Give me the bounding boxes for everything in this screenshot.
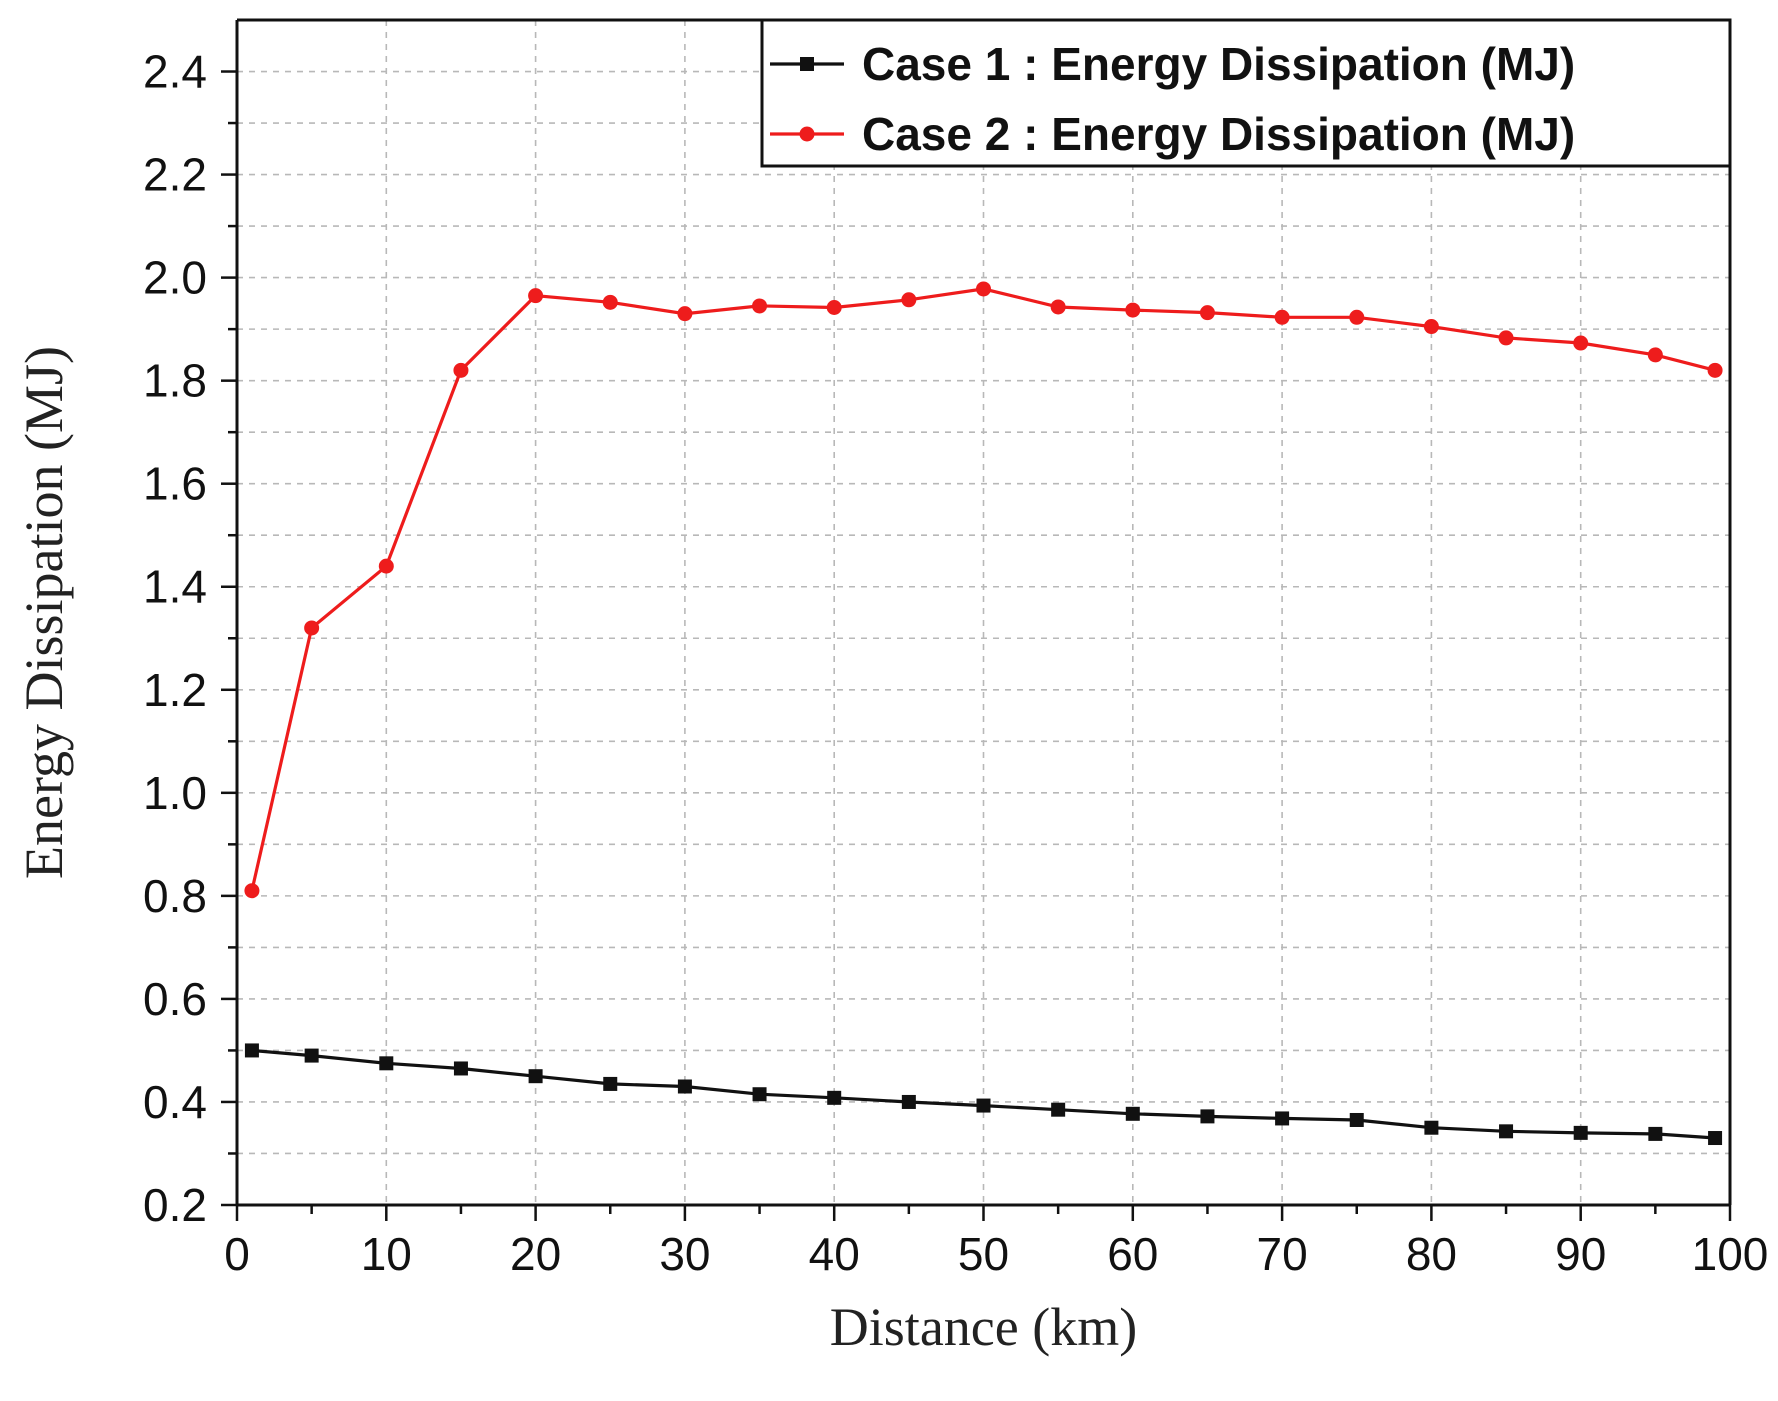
series-2-point [1498,330,1514,346]
legend: Case 1 : Energy Dissipation (MJ) Case 2 … [760,18,1732,168]
grid [237,19,1730,1205]
series-2-point [1573,335,1589,351]
series-2-point [602,294,618,310]
series-1-point [1708,1131,1723,1146]
series-1-point [1275,1111,1290,1126]
y-tick-label: 0.6 [143,973,207,1025]
x-tick-label: 0 [224,1228,250,1280]
series-2-point [752,298,768,314]
x-tick-label: 40 [809,1228,860,1280]
series-1-point [1573,1125,1588,1140]
series-1-point [1200,1109,1215,1124]
series-1-point [1499,1124,1514,1139]
x-tick-label: 70 [1257,1228,1308,1280]
series-2-point [1349,309,1365,325]
series-2-point [304,620,320,636]
series-1-point [1051,1102,1066,1117]
y-tick-label: 0.4 [143,1076,207,1128]
series-1-point [603,1076,618,1091]
x-tick-label: 100 [1692,1228,1769,1280]
x-axis-title: Distance (km) [830,1297,1137,1357]
y-tick-label: 2.2 [143,149,207,201]
y-tick-label: 1.4 [143,561,207,613]
x-tick-label: 80 [1406,1228,1457,1280]
series-1 [244,1043,1723,1146]
series-1-point [453,1061,468,1076]
series-2-point [528,288,544,304]
y-tick-label: 1.8 [143,355,207,407]
series-2-point [1274,309,1290,325]
series-1-point [1648,1126,1663,1141]
series-1-point [827,1090,842,1105]
legend-label-case2: Case 2 : Energy Dissipation (MJ) [862,108,1575,160]
x-tick-label: 60 [1107,1228,1158,1280]
series-2-point [1125,302,1141,318]
x-tick-label: 50 [958,1228,1009,1280]
series-1-point [379,1056,394,1071]
series-1-point [304,1048,319,1063]
x-tick-label: 20 [510,1228,561,1280]
series-2-point [826,299,842,315]
series-1-point [976,1098,991,1113]
legend-marker-case2 [799,126,815,142]
y-tick-label: 1.2 [143,664,207,716]
series-2-point [1050,299,1066,315]
series-2-point [1423,319,1439,335]
series-2 [244,281,1723,899]
legend-marker-case1 [800,57,814,71]
series-1-point [1349,1112,1364,1127]
series-1-point [1424,1120,1439,1135]
x-tick-label: 10 [361,1228,412,1280]
y-tick-label: 2.4 [143,46,207,98]
y-tick-label: 2.0 [143,252,207,304]
series-1-point [244,1043,259,1058]
series-1-point [1125,1106,1140,1121]
series-1-point [901,1094,916,1109]
series-1-point [677,1079,692,1094]
series-2-point [976,281,991,297]
y-tick-label: 1.0 [143,767,207,819]
y-tick-label: 0.8 [143,870,207,922]
y-tick-label: 1.6 [143,458,207,510]
series-layer [244,281,1723,1146]
x-tick-label: 30 [659,1228,710,1280]
series-2-point [453,362,469,378]
series-1-point [752,1087,767,1102]
legend-label-case1: Case 1 : Energy Dissipation (MJ) [862,38,1575,90]
ticks: 0 10 20 30 40 50 60 70 80 90 100 0.2 0.4 0.6 0.8 1.0 1.2… [143,46,1768,1280]
series-2-point [244,883,260,899]
series-2-point [1707,362,1723,378]
series-2-point [677,306,693,322]
y-axis-title: Energy Dissipation (MJ) [14,346,74,879]
series-1-point [528,1069,543,1084]
series-2-point [378,558,394,574]
legend-box [760,18,1732,168]
series-2-point [1199,305,1215,321]
x-tick-label: 90 [1555,1228,1606,1280]
series-2-point [901,292,917,308]
series-2-point [1647,347,1663,363]
y-tick-label: 0.2 [143,1179,207,1231]
